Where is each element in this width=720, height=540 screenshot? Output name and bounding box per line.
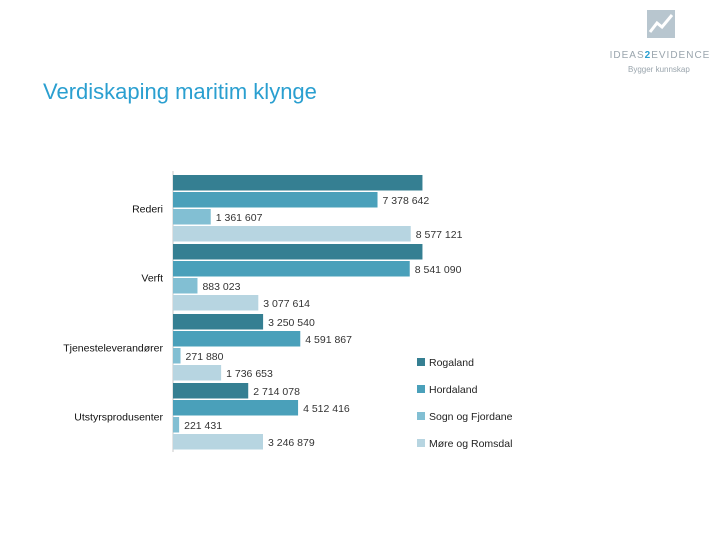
legend-label: Rogaland xyxy=(429,357,474,369)
bar-verft-sogn-og-fjordane xyxy=(173,278,198,294)
page-title: Verdiskaping maritim klynge xyxy=(43,79,317,104)
category-label: Utstyrsprodusenter xyxy=(74,411,163,423)
bar-verft-rogaland xyxy=(173,244,423,260)
legend-swatch xyxy=(417,358,425,366)
data-label: 8 577 121 xyxy=(416,229,463,241)
logo-name: IDEAS2EVIDENCE xyxy=(609,50,711,61)
bar-rederi-sogn-og-fjordane xyxy=(173,209,211,225)
bar-verft-hordaland xyxy=(173,261,410,277)
bar-tjenesteleverandører-rogaland xyxy=(173,314,264,330)
legend-label: Møre og Romsdal xyxy=(429,438,512,450)
bar-utstyrsprodusenter-hordaland xyxy=(173,400,299,416)
data-label: 4 591 867 xyxy=(305,334,352,346)
bar-tjenesteleverandører-hordaland xyxy=(173,331,301,347)
data-label: 3 246 879 xyxy=(268,437,315,449)
legend-swatch xyxy=(417,412,425,420)
category-label: Tjenesteleverandører xyxy=(63,342,163,354)
legend-label: Hordaland xyxy=(429,384,478,396)
bar-verft-møre-og-romsdal xyxy=(173,295,259,311)
bar-rederi-rogaland xyxy=(173,175,423,191)
category-label: Rederi xyxy=(132,203,163,215)
bar-utstyrsprodusenter-sogn-og-fjordane xyxy=(173,417,180,433)
data-label: 7 378 642 xyxy=(383,195,430,207)
legend-swatch xyxy=(417,385,425,393)
bar-tjenesteleverandører-møre-og-romsdal xyxy=(173,365,222,381)
data-label: 271 880 xyxy=(186,351,224,363)
bar-utstyrsprodusenter-rogaland xyxy=(173,383,249,399)
bar-rederi-møre-og-romsdal xyxy=(173,226,411,242)
data-label: 4 512 416 xyxy=(303,403,350,415)
legend-swatch xyxy=(417,439,425,447)
data-label: 1 361 607 xyxy=(216,212,263,224)
data-label: 883 023 xyxy=(202,281,240,293)
category-label: Verft xyxy=(141,272,163,284)
data-label: 3 077 614 xyxy=(263,298,310,310)
bar-utstyrsprodusenter-møre-og-romsdal xyxy=(173,434,263,450)
data-label: 3 250 540 xyxy=(268,317,315,329)
logo: IDEAS2EVIDENCE Bygger kunnskap xyxy=(606,10,714,80)
bar-tjenesteleverandører-sogn-og-fjordane xyxy=(173,348,181,364)
bar-rederi-hordaland xyxy=(173,192,378,208)
data-label: 1 736 653 xyxy=(226,368,273,380)
data-label: 2 714 078 xyxy=(253,386,300,398)
logo-chart-icon xyxy=(647,10,675,38)
data-label: 221 431 xyxy=(184,420,222,432)
data-label: 8 541 090 xyxy=(415,264,462,276)
logo-tagline: Bygger kunnskap xyxy=(628,65,690,74)
legend-label: Sogn og Fjordane xyxy=(429,411,513,423)
